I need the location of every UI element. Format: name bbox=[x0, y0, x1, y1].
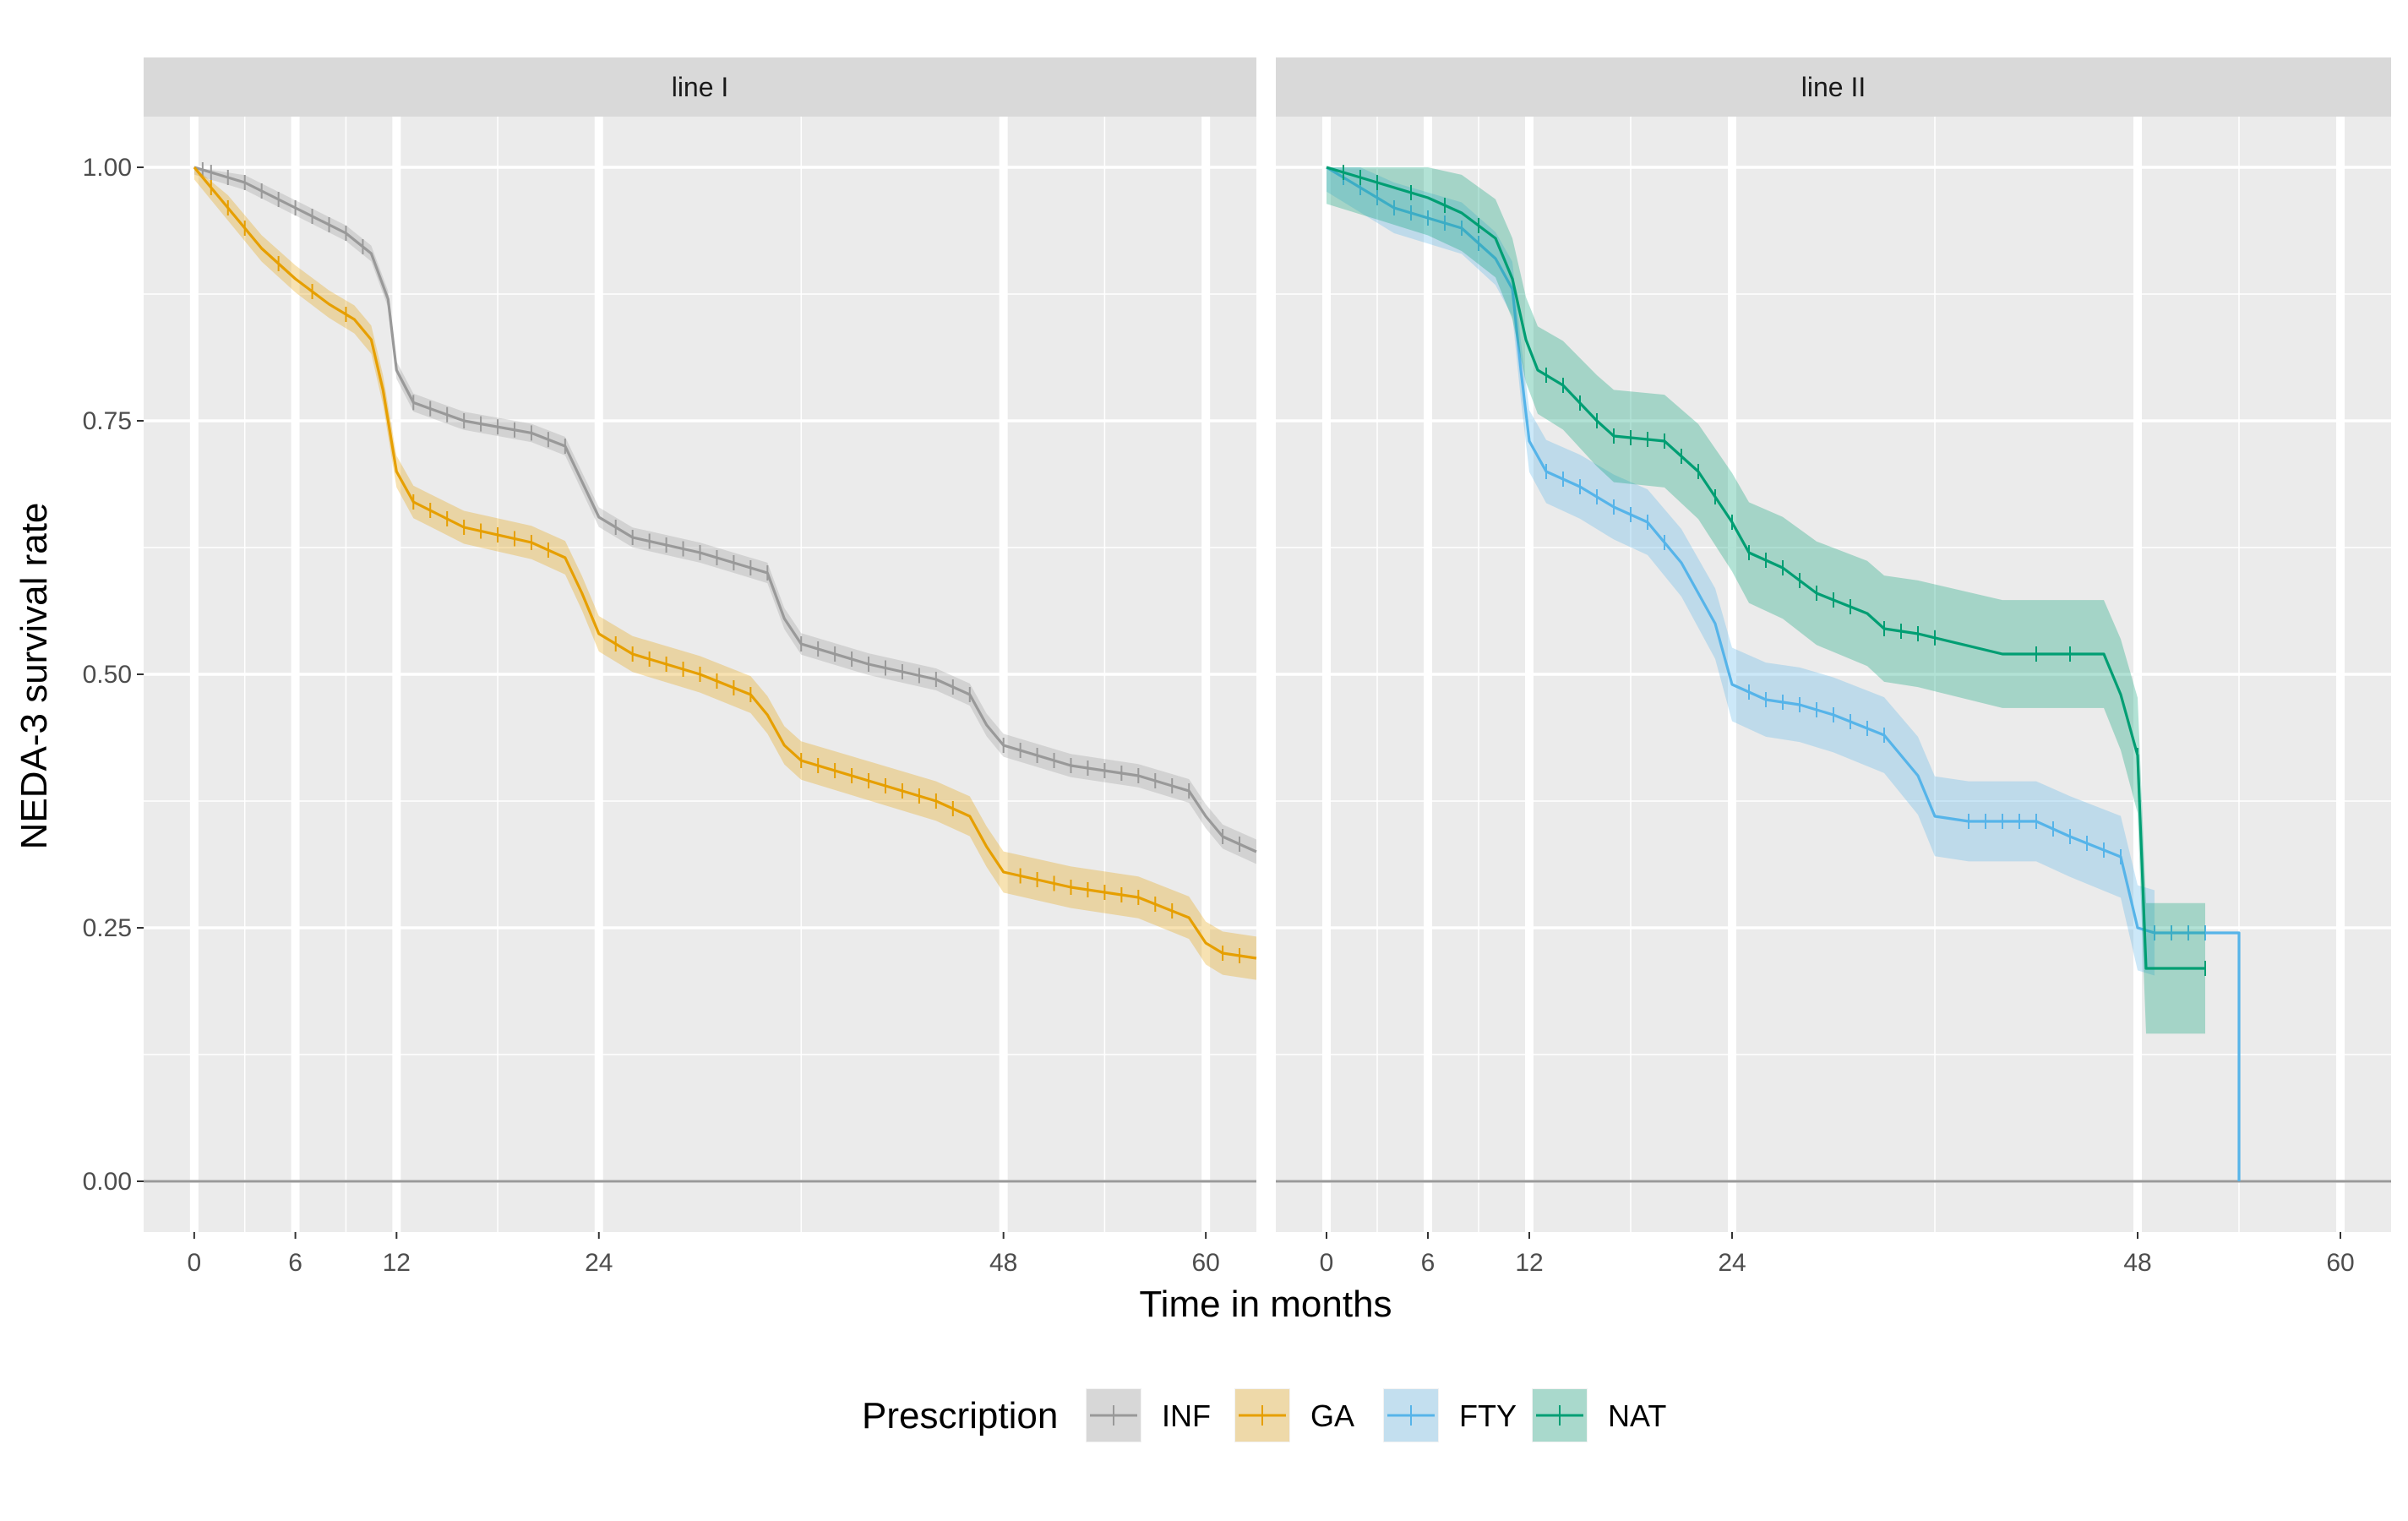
legend-label: GA bbox=[1310, 1398, 1354, 1433]
x-tick-label: 60 bbox=[2326, 1249, 2354, 1277]
x-tick-label: 24 bbox=[1718, 1249, 1746, 1277]
facet-strip bbox=[144, 57, 1256, 117]
x-axis-title: Time in months bbox=[1139, 1284, 1392, 1325]
legend-key bbox=[1383, 1388, 1439, 1442]
x-tick-label: 12 bbox=[1515, 1249, 1543, 1277]
facet-strip bbox=[1276, 57, 2391, 117]
facet-panels: line I0.000.250.500.751.000 6 12 24 48 60line… bbox=[83, 57, 2391, 1277]
x-tick-label: 6 bbox=[1421, 1249, 1436, 1277]
legend-label: INF bbox=[1162, 1398, 1211, 1433]
legend: Prescription INF GA FTY NAT bbox=[862, 1388, 1666, 1442]
legend-label: FTY bbox=[1459, 1398, 1517, 1433]
legend-key bbox=[1086, 1388, 1141, 1442]
legend-key bbox=[1532, 1388, 1588, 1442]
x-tick-label: 12 bbox=[383, 1249, 411, 1277]
y-tick-label: 0.25 bbox=[83, 914, 132, 942]
facet-panel: line I 0.00 0.25 0.50 0.75 1.00 0 6 12 24 48 60 bbox=[83, 57, 1257, 1277]
legend-label: NAT bbox=[1608, 1398, 1666, 1433]
facet-strip-label: line I bbox=[672, 72, 729, 102]
legend-title: Prescription bbox=[862, 1395, 1058, 1436]
x-tick-label: 0 bbox=[1320, 1249, 1334, 1277]
x-tick-label: 48 bbox=[2123, 1249, 2151, 1277]
x-tick-label: 24 bbox=[585, 1249, 613, 1277]
x-tick-label: 6 bbox=[288, 1249, 302, 1277]
facet-strip-label: line II bbox=[1801, 72, 1866, 102]
y-tick-label: 0.00 bbox=[83, 1168, 132, 1196]
y-tick-label: 1.00 bbox=[83, 154, 132, 182]
legend-key bbox=[1234, 1388, 1290, 1442]
y-tick-label: 0.75 bbox=[83, 407, 132, 435]
x-tick-label: 48 bbox=[989, 1249, 1017, 1277]
x-tick-label: 0 bbox=[188, 1249, 202, 1277]
y-tick-label: 0.50 bbox=[83, 661, 132, 689]
confidence-band-nat bbox=[1327, 167, 2205, 1034]
y-axis-title: NEDA-3 survival rate bbox=[14, 503, 55, 850]
facet-panel: line II 0 6 12 24 48 60 bbox=[1276, 57, 2391, 1277]
x-tick-label: 60 bbox=[1191, 1249, 1219, 1277]
confidence-band-ga bbox=[193, 167, 1256, 980]
